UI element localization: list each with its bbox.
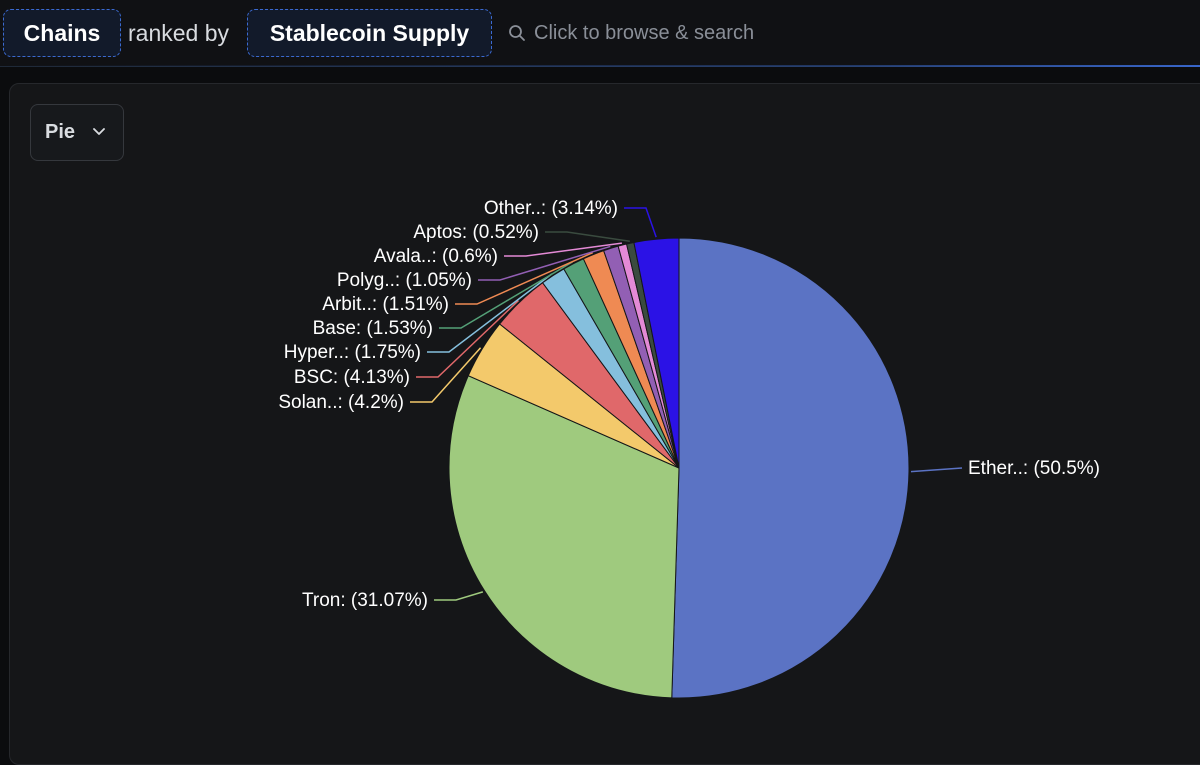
slice-label: Ether..: (50.5%) xyxy=(968,458,1100,479)
entity-selector-button[interactable]: Chains xyxy=(3,9,121,57)
slice-label: Arbit..: (1.51%) xyxy=(322,294,449,315)
slice-label: Aptos: (0.52%) xyxy=(413,222,539,243)
slice-label: Base: (1.53%) xyxy=(313,318,433,339)
label-leader-line xyxy=(416,299,519,378)
chart-type-label: Pie xyxy=(45,121,76,143)
top-bar: Chains ranked by Stablecoin Supply Click… xyxy=(0,0,1200,67)
pie-slice[interactable] xyxy=(671,237,910,699)
slice-label: Tron: (31.07%) xyxy=(302,590,428,611)
top-bar-accent xyxy=(0,65,1200,67)
slice-label: BSC: (4.13%) xyxy=(294,367,410,388)
pie-slice[interactable] xyxy=(448,375,680,699)
label-leader-line xyxy=(439,261,573,329)
label-leader-line xyxy=(427,273,553,353)
search-input[interactable]: Click to browse & search xyxy=(508,17,1028,49)
slice-label: Hyper..: (1.75%) xyxy=(284,342,421,363)
label-leader-line xyxy=(545,231,630,243)
label-leader-line xyxy=(910,467,963,473)
search-placeholder: Click to browse & search xyxy=(534,21,755,44)
chevron-down-icon xyxy=(93,128,105,135)
pie-slice[interactable] xyxy=(633,237,680,469)
metric-selector-button[interactable]: Stablecoin Supply xyxy=(247,9,492,57)
label-leader-line xyxy=(478,245,611,281)
slice-label: Other..: (3.14%) xyxy=(484,198,618,219)
pie-chart: Ether..: (50.5%) Tron: (31.07%) Solan..: (… xyxy=(278,198,1100,699)
label-leader-line xyxy=(624,207,657,238)
slice-label: Solan..: (4.2%) xyxy=(278,392,404,413)
label-leader-line xyxy=(410,347,482,403)
slice-label: Polyg..: (1.05%) xyxy=(337,270,472,291)
ranked-by-label: ranked by xyxy=(128,20,230,46)
label-leader-line xyxy=(434,591,484,601)
chart-type-dropdown[interactable]: Pie xyxy=(30,104,124,161)
search-icon xyxy=(509,25,525,41)
label-leader-line xyxy=(455,251,594,305)
label-leader-line xyxy=(504,242,622,257)
slice-label: Avala..: (0.6%) xyxy=(374,246,498,267)
